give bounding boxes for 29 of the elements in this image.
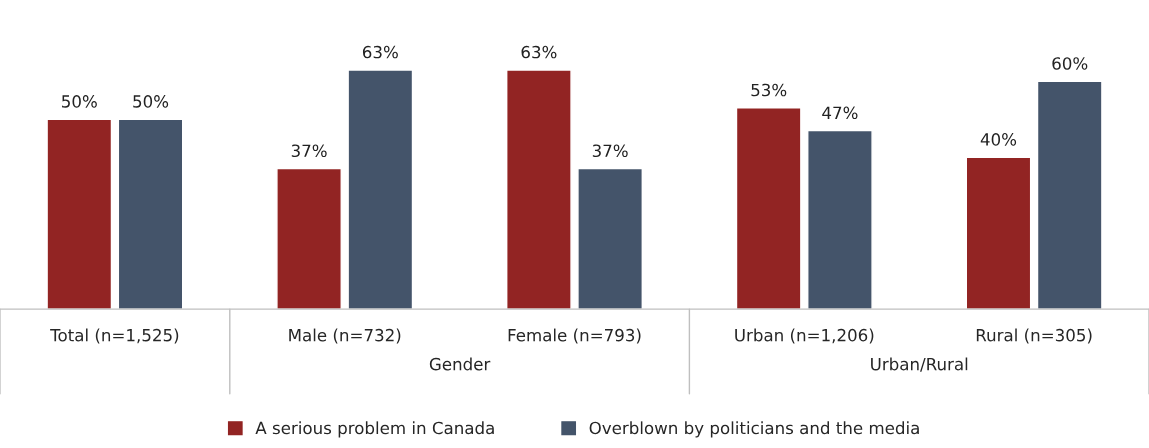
bar — [347, 69, 414, 310]
bar — [506, 69, 572, 310]
x-tick-label: Rural (n=305) — [976, 328, 1092, 344]
text: Urban/Rural — [871, 357, 968, 372]
data-label: 60% — [1052, 57, 1088, 70]
data-label: 47% — [822, 106, 858, 120]
bar — [46, 118, 113, 310]
x-tick-label: Urban (n=1,206) — [735, 328, 874, 344]
bar — [1036, 80, 1103, 310]
x-tick-label: Male (n=732) — [289, 328, 401, 344]
data-label: 37% — [592, 144, 628, 158]
x-tick-label: Total (n=1,525) — [50, 328, 179, 344]
data-label: 53% — [751, 83, 787, 97]
data-label: 63% — [521, 45, 557, 59]
bar — [965, 156, 1032, 310]
bar — [276, 167, 342, 310]
bar — [117, 118, 184, 310]
data-label: 63% — [362, 45, 398, 59]
bar — [807, 129, 873, 310]
legend-label: A serious problem in Canada — [255, 421, 494, 438]
data-label: 37% — [291, 144, 327, 158]
text: Gender — [429, 357, 491, 371]
legend-label: Overblown by politicians and the media — [589, 421, 919, 438]
bar — [735, 107, 802, 310]
bar — [577, 167, 643, 310]
data-label: 40% — [980, 133, 1017, 146]
data-label: 50% — [133, 95, 169, 108]
x-tick-label: Female (n=793) — [508, 328, 641, 344]
data-label: 50% — [62, 95, 97, 108]
